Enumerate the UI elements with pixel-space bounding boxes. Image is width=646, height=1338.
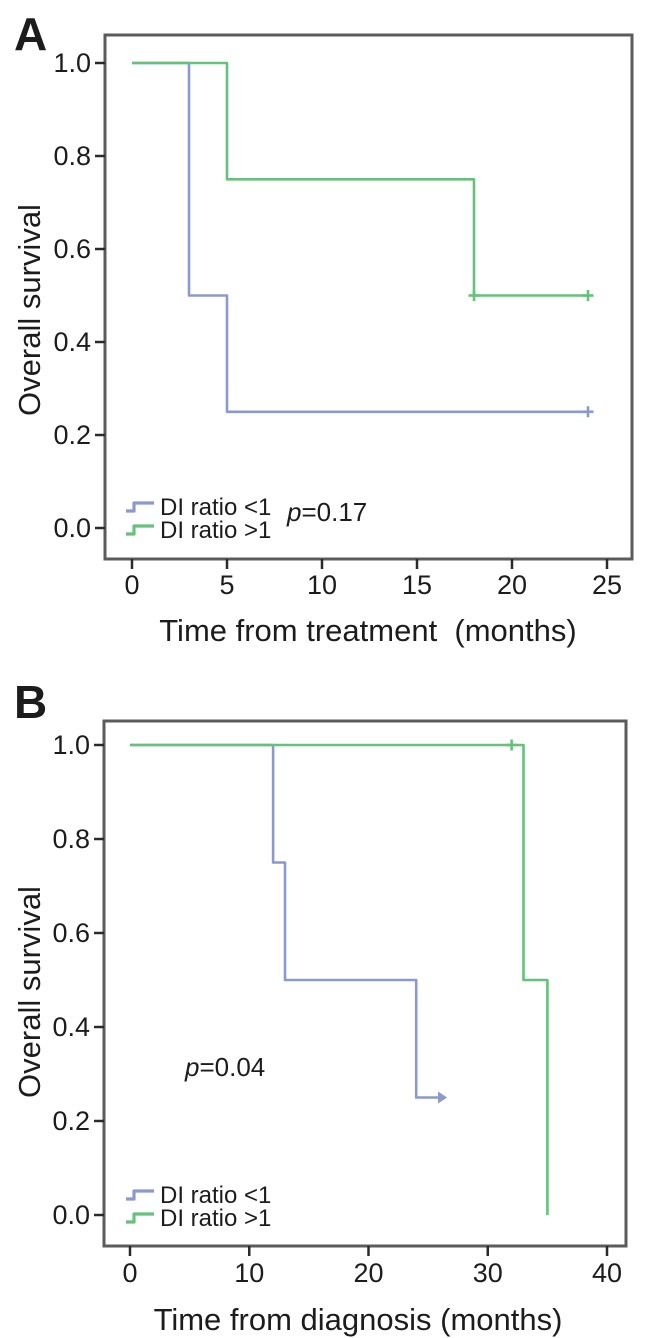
x-tick-label: 40 bbox=[592, 1258, 622, 1288]
legend-key-glyph-di-ratio-1 bbox=[126, 524, 154, 536]
x-tick-label: 30 bbox=[473, 1258, 503, 1288]
panel-b-p-value: p=0.04 bbox=[184, 1052, 265, 1082]
x-tick-label: 0 bbox=[122, 1258, 137, 1288]
survival-curve-di-ratio-1 bbox=[130, 743, 549, 1215]
y-tick-label: 1.0 bbox=[52, 730, 90, 760]
x-tick-label: 25 bbox=[592, 570, 622, 600]
y-tick-label: 0.4 bbox=[52, 1012, 90, 1042]
survival-curve-di-ratio-1 bbox=[130, 743, 441, 1099]
legend-key-glyph-di-ratio-1 bbox=[126, 1189, 154, 1201]
x-tick-label: 0 bbox=[124, 570, 139, 600]
censor-mark-arrow-di-ratio-1 bbox=[438, 1091, 448, 1104]
y-tick-label: 0.8 bbox=[52, 824, 90, 854]
x-tick-label: 5 bbox=[219, 570, 234, 600]
panel-b-label: B bbox=[14, 676, 47, 728]
panel-b-legend-item-1-label: DI ratio <1 bbox=[160, 1182, 271, 1209]
panel-b-x-axis-title: Time from diagnosis (months) bbox=[154, 1302, 563, 1337]
panel-a-plot: 0 5 10 15 20 25 0.0 0.2 0.4 0.6 0.8 1.0 bbox=[53, 33, 634, 600]
plot-border bbox=[102, 719, 628, 1248]
panel-b-y-axis-title: Overall survival bbox=[12, 886, 47, 1098]
survival-curve-di-ratio-1 bbox=[132, 61, 588, 297]
y-tick-label: 0.0 bbox=[53, 513, 91, 543]
x-tick-label: 10 bbox=[234, 1258, 264, 1288]
panel-a-legend-item-1-label: DI ratio <1 bbox=[160, 494, 271, 521]
panel-b: B Overall survival 0 10 20 30 40 0.0 0.2 0.4 0.6… bbox=[12, 676, 628, 1337]
y-tick-label: 0.6 bbox=[53, 234, 91, 264]
panel-a-y-axis-title: Overall survival bbox=[12, 204, 47, 416]
panel-b-plot: 0 10 20 30 40 0.0 0.2 0.4 0.6 0.8 1.0 bbox=[52, 719, 628, 1288]
x-tick-label: 20 bbox=[353, 1258, 383, 1288]
y-tick-label: 0.2 bbox=[52, 1106, 90, 1136]
legend-key-glyph-di-ratio-1 bbox=[126, 1212, 154, 1224]
x-tick-label: 20 bbox=[497, 570, 527, 600]
x-tick-label: 15 bbox=[402, 570, 432, 600]
panel-a-p-value: p=0.17 bbox=[286, 497, 367, 527]
survival-curve-di-ratio-1 bbox=[132, 61, 588, 414]
panel-a-x-axis-title: Time from treatment (months) bbox=[159, 613, 576, 648]
x-tick-label: 10 bbox=[307, 570, 337, 600]
y-tick-label: 0.4 bbox=[53, 327, 91, 357]
panel-a-label: A bbox=[14, 8, 47, 60]
panel-b-legend-item-2-label: DI ratio >1 bbox=[160, 1205, 271, 1232]
panel-a: A Overall survival 0 5 10 15 20 25 0.0 0.2 0.4 0.… bbox=[12, 8, 634, 648]
plot-border bbox=[103, 33, 634, 561]
y-tick-label: 0.8 bbox=[53, 141, 91, 171]
y-tick-label: 0.0 bbox=[52, 1200, 90, 1230]
y-tick-label: 1.0 bbox=[53, 48, 91, 78]
legend-key-glyph-di-ratio-1 bbox=[126, 501, 154, 513]
y-tick-label: 0.6 bbox=[52, 918, 90, 948]
panel-a-legend-item-2-label: DI ratio >1 bbox=[160, 517, 271, 544]
y-tick-label: 0.2 bbox=[53, 420, 91, 450]
